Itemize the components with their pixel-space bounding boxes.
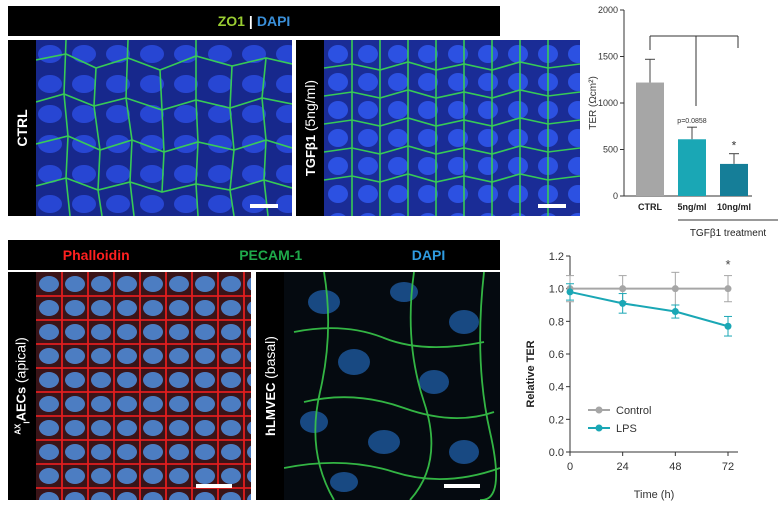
bar-annotation: p=0.0858 bbox=[677, 118, 706, 125]
line-point-Control bbox=[671, 285, 679, 293]
hlmvec-pecam-micrograph bbox=[284, 272, 500, 500]
bar-y-axis-label: TER (Ωcm²) bbox=[588, 76, 599, 130]
ctrl-label: CTRL bbox=[14, 109, 30, 147]
line-x-tick-label: 72 bbox=[722, 461, 734, 473]
aecs-side-label: AXIAECs (apical) bbox=[8, 272, 36, 500]
line-point-LPS bbox=[619, 299, 627, 307]
line-x-tick-label: 48 bbox=[669, 461, 681, 473]
aecs-apical-label: (apical) bbox=[12, 337, 29, 384]
bar-category-label: 5ng/ml bbox=[677, 202, 706, 212]
relative-ter-line-chart: 0.0 0.2 0.4 0.6 0.8 1.0 1.2 0 24 48 72 Time (h) Rela… bbox=[525, 251, 738, 501]
header-separator: | bbox=[248, 13, 253, 29]
aecs-label: AECs bbox=[13, 386, 29, 422]
bar-10ng/ml bbox=[720, 163, 748, 196]
tgf-side-label: TGFβ1 (5ng/ml) bbox=[296, 40, 324, 216]
dapi-label-b: DAPI bbox=[411, 247, 446, 263]
tgf-dose-label: (5ng/ml) bbox=[302, 79, 318, 132]
legend-label-Control: Control bbox=[616, 405, 651, 417]
legend-marker-Control bbox=[595, 406, 603, 414]
line-y-tick-label: 0.6 bbox=[549, 349, 564, 361]
zo1-label: ZO1 bbox=[217, 13, 245, 29]
bar-y-tick-label: 1500 bbox=[598, 52, 618, 62]
line-series-LPS bbox=[569, 290, 729, 328]
phalloidin-pecam-dapi-header: Phalloidin PECAM-1 DAPI bbox=[8, 240, 500, 270]
aecs-phalloidin-image bbox=[36, 272, 251, 500]
zo1-dapi-header: ZO1 | DAPI bbox=[8, 6, 500, 36]
tgf-zo1-image bbox=[324, 40, 580, 216]
legend-label-LPS: LPS bbox=[616, 423, 637, 435]
line-y-tick-label: 0.8 bbox=[549, 316, 564, 328]
hlmvec-basal-label: (basal) bbox=[262, 336, 278, 379]
phalloidin-label: Phalloidin bbox=[62, 247, 130, 263]
line-y-tick-label: 1.2 bbox=[549, 251, 564, 263]
bar-treatment-label: TGFβ1 treatment bbox=[690, 228, 767, 239]
line-x-tick-label: 0 bbox=[567, 461, 573, 473]
tgf-label: TGFβ1 bbox=[303, 134, 318, 177]
hlmvec-side-label: hLMVEC (basal) bbox=[256, 272, 284, 500]
hlmvec-pecam-image bbox=[284, 272, 500, 500]
bar-5ng/ml bbox=[678, 139, 706, 196]
line-y-tick-label: 0.4 bbox=[549, 382, 564, 394]
ctrl-zo1-image bbox=[36, 40, 292, 216]
bar-category-label: 10ng/ml bbox=[717, 202, 751, 212]
bar-annotation: * bbox=[732, 139, 737, 153]
ter-bar-chart: 0 500 1000 1500 2000 TER (Ωcm²) CTRL 5ng/ml 10ng… bbox=[588, 5, 778, 239]
line-y-axis-label: Relative TER bbox=[525, 340, 537, 407]
ctrl-side-label: CTRL bbox=[8, 40, 36, 216]
ctrl-zo1-micrograph bbox=[36, 40, 292, 216]
bar-CTRL bbox=[636, 82, 664, 196]
line-point-LPS bbox=[724, 322, 732, 330]
line-point-Control bbox=[619, 285, 627, 293]
dapi-label: DAPI bbox=[256, 13, 291, 29]
bar-y-tick-label: 500 bbox=[603, 145, 618, 155]
bar-y-tick-label: 1000 bbox=[598, 98, 618, 108]
line-point-Control bbox=[724, 285, 732, 293]
line-y-tick-label: 0.2 bbox=[549, 414, 564, 426]
line-y-tick-label: 1.0 bbox=[549, 284, 564, 296]
line-x-axis-label: Time (h) bbox=[634, 489, 675, 501]
line-y-tick-label: 0.0 bbox=[549, 447, 564, 459]
bar-category-label: CTRL bbox=[638, 202, 662, 212]
line-x-tick-label: 24 bbox=[617, 461, 629, 473]
tgf-zo1-micrograph bbox=[324, 40, 580, 216]
hlmvec-label: hLMVEC bbox=[263, 382, 278, 436]
line-point-LPS bbox=[566, 288, 574, 296]
line-annotation: * bbox=[725, 257, 730, 272]
aecs-superscript: AX bbox=[13, 423, 23, 435]
legend-marker-LPS bbox=[595, 424, 603, 432]
bar-y-tick-label: 0 bbox=[613, 191, 618, 201]
pecam-label: PECAM-1 bbox=[239, 247, 303, 263]
aecs-phalloidin-micrograph bbox=[36, 272, 251, 500]
bar-y-tick-label: 2000 bbox=[598, 5, 618, 15]
line-point-LPS bbox=[671, 308, 679, 316]
